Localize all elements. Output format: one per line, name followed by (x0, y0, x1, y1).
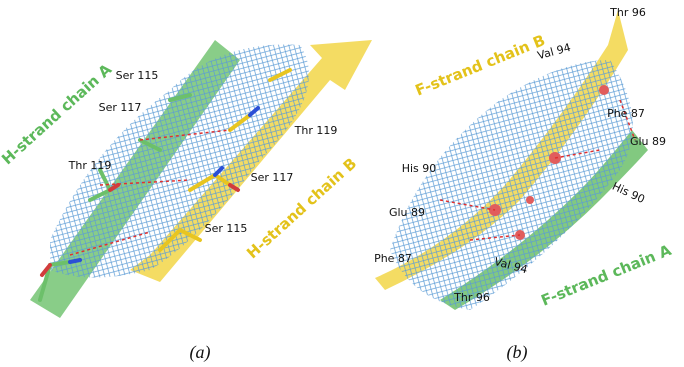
residue-label: Ser 115 (116, 69, 159, 82)
residue-label: Glu 89 (630, 135, 666, 148)
residue-label: Ser 117 (251, 171, 294, 184)
residue-label: His 90 (402, 162, 437, 175)
residue-label: Thr 119 (68, 159, 112, 172)
residue-label: Thr 119 (294, 124, 338, 137)
residue-label: Thr 96 (453, 291, 490, 304)
strand-label: H-strand chain A (0, 60, 115, 168)
panel-caption: (a) (190, 342, 211, 363)
residue-label: Phe 87 (607, 107, 645, 120)
residue-label: Ser 115 (205, 222, 248, 235)
residue-label: Thr 96 (609, 6, 646, 19)
residue-label: Ser 117 (99, 101, 142, 114)
residue-label: His 90 (610, 180, 647, 206)
strand-label: F-strand chain A (538, 241, 674, 310)
residue-label: Glu 89 (389, 206, 425, 219)
panel-caption: (b) (507, 342, 528, 363)
residue-label: Phe 87 (374, 252, 412, 265)
figure: (a)H-strand chain AH-strand chain BSer 1… (0, 0, 684, 367)
